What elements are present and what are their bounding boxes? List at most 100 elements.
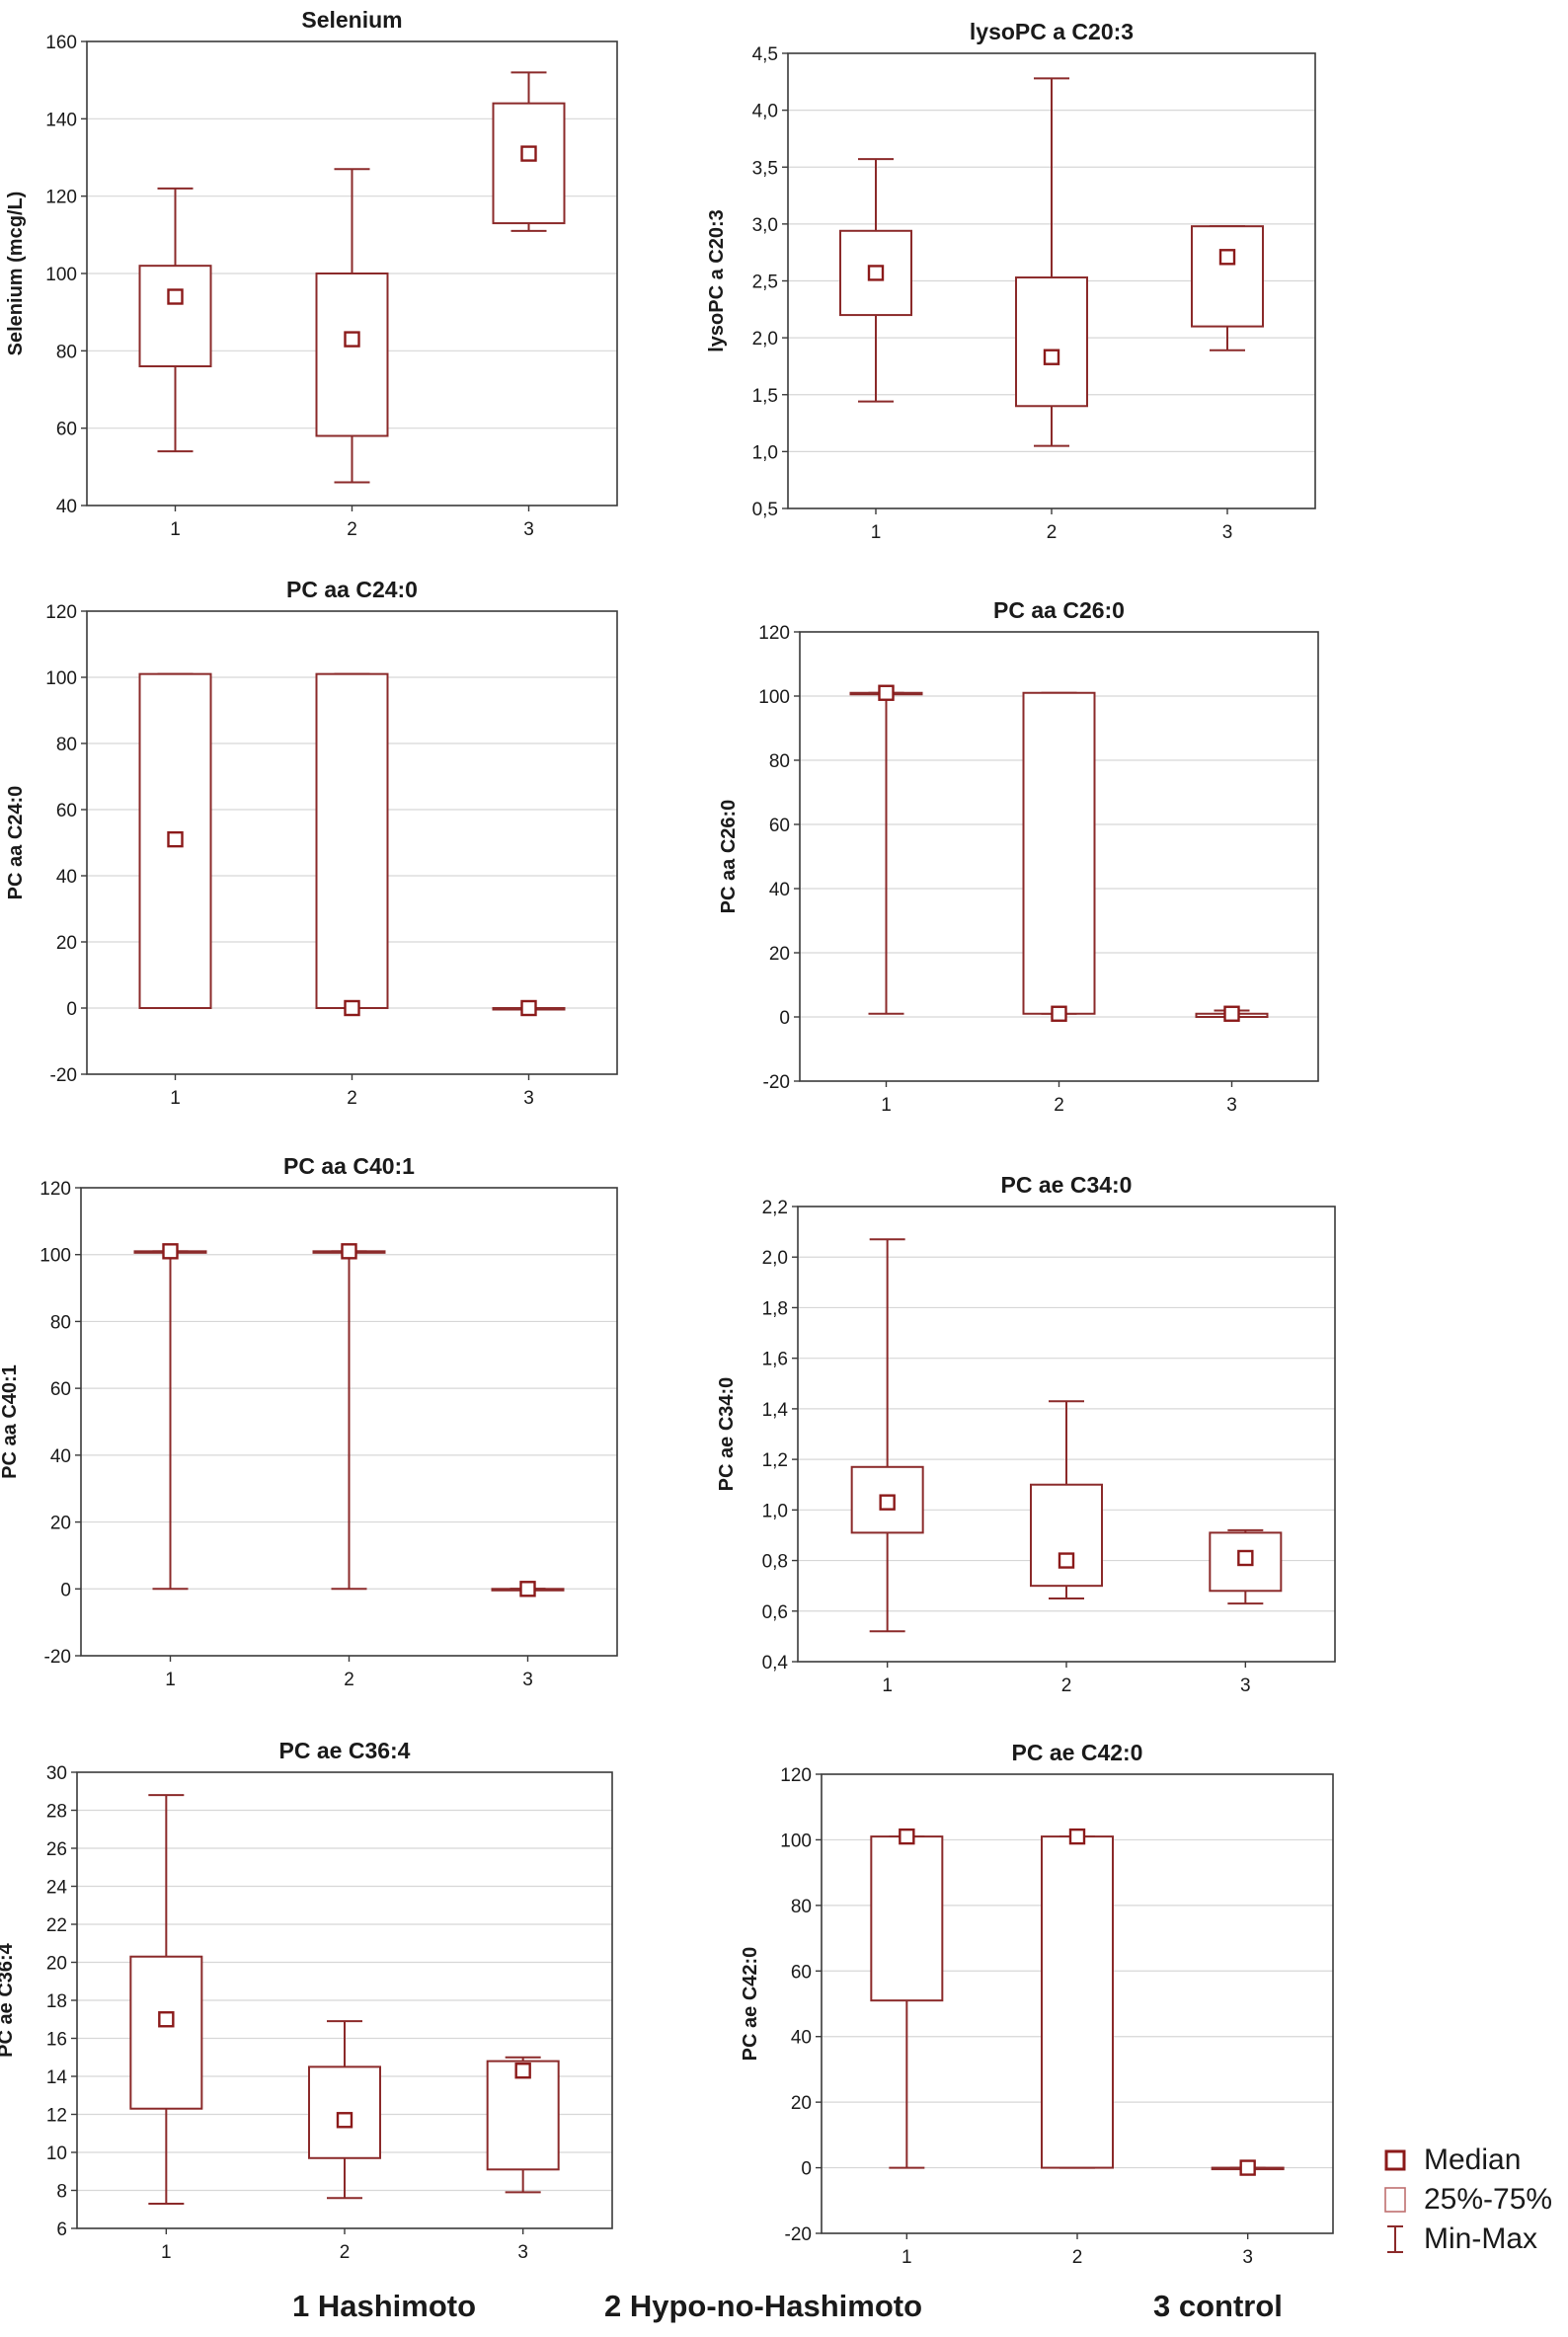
y-tick-label: 120 xyxy=(758,623,790,644)
y-tick-label: 2,5 xyxy=(752,273,778,293)
y-tick-label: 18 xyxy=(46,1991,67,2012)
iqr-box xyxy=(1015,276,1088,408)
median-marker xyxy=(878,684,895,701)
box-group-1 xyxy=(870,1828,944,2169)
y-tick-label: 22 xyxy=(46,1915,67,1936)
box-group-2 xyxy=(312,1243,386,1591)
iqr-box xyxy=(1041,1835,1114,2169)
y-tick-label: 8 xyxy=(56,2182,67,2203)
x-tick-label: 2 xyxy=(347,519,357,540)
y-tick-label: 120 xyxy=(780,1765,812,1786)
x-tick-label: 3 xyxy=(1242,2247,1253,2268)
box-group-3 xyxy=(492,71,566,232)
median-marker xyxy=(167,830,184,848)
iqr-box xyxy=(315,672,389,1010)
median-marker xyxy=(1051,1005,1067,1022)
box-group-3 xyxy=(1211,2159,1285,2176)
x-tick-label: 2 xyxy=(1054,1095,1064,1116)
y-tick-label: 2,0 xyxy=(752,329,778,350)
y-tick-label: 1,5 xyxy=(752,386,778,407)
y-tick-label: -20 xyxy=(785,2224,812,2245)
y-tick-label: 6 xyxy=(56,2220,67,2240)
y-tick-label: 24 xyxy=(46,1878,68,1899)
median-marker xyxy=(514,2063,531,2079)
box-group-1 xyxy=(129,1794,203,2205)
y-tick-label: 0 xyxy=(779,1008,790,1029)
x-tick-label: 1 xyxy=(882,1675,893,1696)
y-axis-label: PC ae C34:0 xyxy=(716,1377,738,1492)
box-group-3 xyxy=(1209,1528,1283,1605)
y-tick-label: 0 xyxy=(66,999,77,1020)
box-group-1 xyxy=(138,187,212,453)
median-marker xyxy=(1218,249,1236,266)
box-group-2 xyxy=(1022,691,1096,1022)
legend-median-label: Median xyxy=(1424,2143,1522,2176)
x-tick-label: 3 xyxy=(1226,1095,1237,1116)
y-tick-label: 120 xyxy=(45,602,77,623)
box-group-2 xyxy=(308,2020,381,2200)
y-tick-label: 80 xyxy=(769,751,790,772)
y-tick-label: 1,0 xyxy=(762,1501,788,1521)
y-tick-label: 60 xyxy=(791,1962,812,1983)
y-tick-label: 60 xyxy=(50,1379,71,1400)
box-group-3 xyxy=(492,999,566,1017)
group-key: 1 Hashimoto 2 Hypo-no-Hashimoto 3 contro… xyxy=(0,2289,1568,2328)
chart-panel-8: -20 0 20 40 60 80 100 120 1 2 3 PC ae C42:0 PC ae C4… xyxy=(740,1740,1334,2268)
median-marker xyxy=(158,2011,175,2028)
y-tick-label: 80 xyxy=(56,342,77,362)
box-group-3 xyxy=(491,1581,565,1597)
chart-title: PC ae C36:4 xyxy=(279,1738,411,1763)
median-marker xyxy=(899,1828,915,1845)
chart-title: PC aa C26:0 xyxy=(993,597,1125,623)
y-tick-label: 4,5 xyxy=(752,44,778,65)
y-tick-label: 28 xyxy=(46,1802,67,1823)
y-tick-label: 12 xyxy=(46,2106,67,2127)
chart-panel-6: 0,4 0,6 0,8 1,0 1,2 1,4 1,6 1,8 2,0 2,2 1 2 3 PC ae C… xyxy=(716,1172,1336,1696)
iqr-box xyxy=(315,273,389,437)
median-square-icon xyxy=(1382,2145,1408,2175)
y-tick-label: 30 xyxy=(46,1763,67,1784)
chart-panel-2: 0,5 1,0 1,5 2,0 2,5 3,0 3,5 4,0 4,5 1 2 3 lysoPC a C… xyxy=(706,19,1316,543)
y-axis-label: PC aa C24:0 xyxy=(5,786,27,900)
chart-title: PC ae C34:0 xyxy=(1001,1172,1133,1198)
y-tick-label: 0,6 xyxy=(762,1602,788,1623)
iqr-box xyxy=(492,102,566,225)
y-tick-label: 0 xyxy=(801,2159,812,2180)
y-tick-label: 20 xyxy=(56,933,77,954)
x-tick-label: 2 xyxy=(340,2242,351,2263)
median-marker xyxy=(341,1243,357,1260)
iqr-box xyxy=(138,265,212,367)
y-tick-label: 1,8 xyxy=(762,1298,788,1319)
median-marker xyxy=(344,331,360,348)
box-group-2 xyxy=(1015,77,1088,447)
y-axis-label: PC ae C36:4 xyxy=(0,1942,17,2057)
x-tick-label: 3 xyxy=(523,1088,534,1109)
x-tick-label: 1 xyxy=(871,522,882,543)
y-tick-label: 160 xyxy=(45,33,77,53)
y-tick-label: 26 xyxy=(46,1839,67,1860)
box-rectangle-icon xyxy=(1382,2185,1408,2215)
median-marker xyxy=(520,145,537,162)
box-group-3 xyxy=(486,2056,560,2194)
y-tick-label: 1,0 xyxy=(752,442,778,463)
y-tick-label: 1,4 xyxy=(762,1400,789,1421)
x-tick-label: 2 xyxy=(1061,1675,1072,1696)
box-group-1 xyxy=(849,684,923,1015)
median-marker xyxy=(867,265,885,281)
y-tick-label: 40 xyxy=(56,867,77,888)
iqr-box xyxy=(129,1955,203,2110)
y-tick-label: 80 xyxy=(56,735,77,755)
y-tick-label: -20 xyxy=(50,1065,77,1086)
group-label-1: 1 Hashimoto xyxy=(292,2289,477,2323)
y-tick-label: 0 xyxy=(60,1580,71,1600)
y-tick-label: 40 xyxy=(50,1446,71,1467)
x-tick-label: 1 xyxy=(881,1095,892,1116)
y-tick-label: 100 xyxy=(780,1831,812,1851)
chart-title: PC ae C42:0 xyxy=(1012,1740,1143,1765)
y-tick-label: 80 xyxy=(791,1897,812,1917)
box-group-3 xyxy=(1195,1005,1269,1022)
y-tick-label: 14 xyxy=(46,2067,68,2088)
y-tick-label: 80 xyxy=(50,1312,71,1333)
